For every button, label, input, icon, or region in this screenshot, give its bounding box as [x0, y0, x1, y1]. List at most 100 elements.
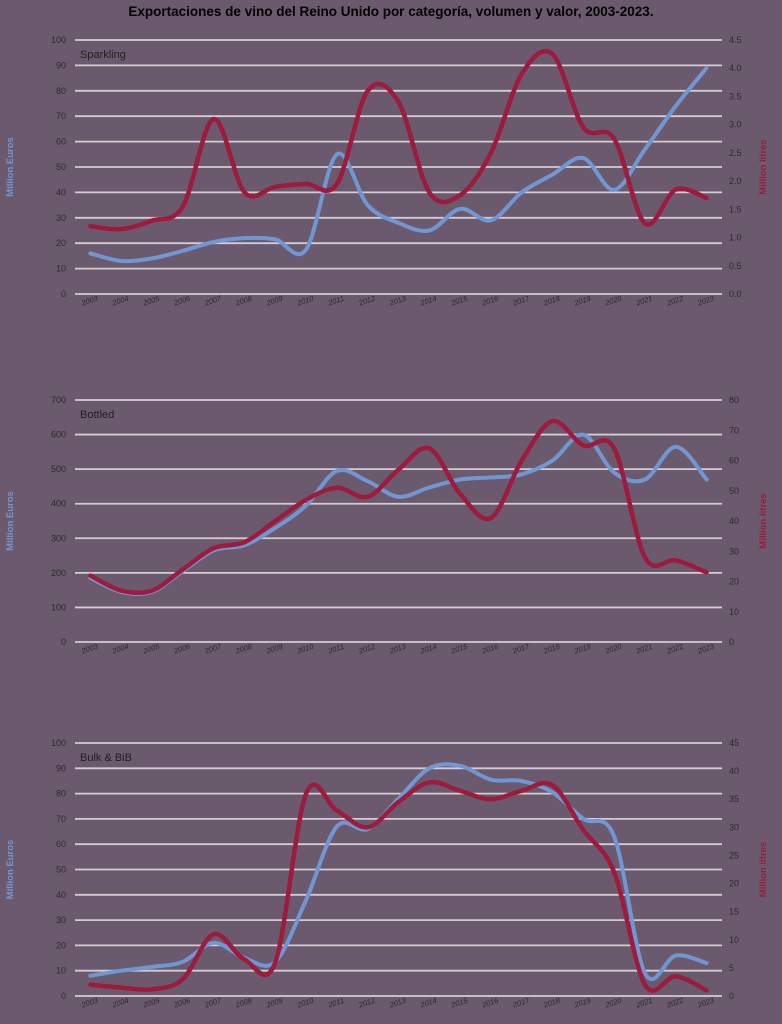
right-axis-tick: 60: [729, 456, 739, 466]
x-axis-year-label: 2012: [357, 294, 377, 308]
left-axis-title: Million Euros: [5, 840, 16, 900]
x-axis-year-label: 2007: [203, 294, 223, 308]
left-axis-tick: 30: [56, 213, 66, 223]
x-axis-year-label: 2012: [357, 642, 377, 656]
series-line-value-million-euros: [88, 65, 709, 264]
x-axis-year-label: 2009: [264, 642, 284, 656]
left-axis-tick: 80: [56, 789, 66, 799]
left-axis-tick: 200: [51, 568, 66, 578]
left-axis-tick: 600: [51, 430, 66, 440]
x-axis-year-label: 2015: [449, 294, 469, 308]
x-axis-year-label: 2009: [264, 996, 284, 1010]
series-line-volume-million-litres: [88, 418, 709, 596]
right-axis-tick: 4.0: [729, 63, 742, 73]
x-axis-year-label: 2017: [511, 642, 531, 656]
x-axis-year-label: 2013: [387, 294, 407, 308]
left-axis-tick: 100: [51, 738, 66, 748]
x-axis-year-label: 2019: [572, 642, 592, 656]
left-axis-tick: 50: [56, 162, 66, 172]
x-axis-year-label: 2003: [79, 642, 99, 656]
x-axis-year-label: 2016: [480, 996, 500, 1010]
left-axis-tick: 10: [56, 264, 66, 274]
x-axis-year-label: 2022: [665, 996, 685, 1010]
right-axis-tick: 70: [729, 425, 739, 435]
left-axis-title: Million Euros: [5, 491, 16, 551]
series-line-value-million-euros: [88, 762, 709, 982]
right-axis-tick: 0: [729, 637, 734, 647]
left-axis-tick: 400: [51, 499, 66, 509]
left-axis-tick: 100: [51, 35, 66, 45]
left-axis-tick: 80: [56, 86, 66, 96]
left-axis-tick: 300: [51, 533, 66, 543]
x-axis-year-label: 2011: [326, 642, 345, 656]
left-axis-tick: 10: [56, 966, 66, 976]
x-axis-year-label: 2006: [172, 996, 192, 1010]
left-axis-tick: 30: [56, 915, 66, 925]
x-axis-year-label: 2013: [387, 642, 407, 656]
x-axis-year-label: 2019: [572, 996, 592, 1010]
x-axis-year-label: 2009: [264, 294, 284, 308]
x-axis-year-label: 2021: [634, 642, 654, 656]
right-axis-tick: 50: [729, 486, 739, 496]
x-axis-year-label: 2007: [203, 996, 223, 1010]
right-axis-tick: 2.5: [729, 148, 742, 158]
x-axis-year-label: 2022: [665, 294, 685, 308]
left-axis-tick: 700: [51, 395, 66, 405]
right-axis-tick: 4.5: [729, 35, 742, 45]
left-axis-tick: 500: [51, 464, 66, 474]
left-axis-tick: 40: [56, 187, 66, 197]
left-axis-tick: 70: [56, 814, 66, 824]
x-axis-year-label: 2018: [541, 996, 561, 1010]
x-axis-year-label: 2006: [172, 642, 192, 656]
chart-inner-title: Bulk & BiB: [80, 752, 132, 764]
x-axis-year-label: 2003: [79, 996, 99, 1010]
series-line-volume-million-litres: [88, 48, 709, 232]
left-axis-tick: 60: [56, 839, 66, 849]
x-axis-year-label: 2004: [110, 294, 130, 308]
x-axis-year-label: 2015: [449, 996, 469, 1010]
x-axis-year-label: 2005: [141, 996, 161, 1010]
x-axis-year-label: 2005: [141, 642, 161, 656]
x-axis-year-label: 2005: [141, 294, 161, 308]
right-axis-tick: 20: [729, 577, 739, 587]
chart-inner-title: Bottled: [80, 409, 114, 421]
x-axis-year-label: 2021: [634, 294, 654, 308]
right-axis-tick: 3.5: [729, 91, 742, 101]
x-axis-year-label: 2007: [203, 642, 223, 656]
x-axis-year-label: 2014: [418, 996, 438, 1010]
right-axis-tick: 40: [729, 516, 739, 526]
right-axis-tick: 80: [729, 395, 739, 405]
right-axis-tick: 0: [729, 991, 734, 1001]
x-axis-year-label: 2008: [233, 642, 253, 656]
x-axis-year-label: 2021: [634, 996, 654, 1010]
right-axis-tick: 5: [729, 963, 734, 973]
x-axis-year-label: 2014: [418, 294, 438, 308]
x-axis-year-label: 2018: [541, 294, 561, 308]
left-axis-tick: 0: [61, 991, 66, 1001]
x-axis-year-label: 2023: [696, 996, 716, 1010]
left-axis-tick: 50: [56, 865, 66, 875]
left-axis-tick: 100: [51, 602, 66, 612]
x-axis-year-label: 2019: [572, 294, 592, 308]
x-axis-year-label: 2017: [511, 294, 531, 308]
right-axis-title: Million litres: [758, 493, 769, 548]
left-axis-tick: 90: [56, 763, 66, 773]
right-axis-tick: 20: [729, 879, 739, 889]
left-axis-tick: 20: [56, 238, 66, 248]
x-axis-year-label: 2017: [511, 996, 531, 1010]
x-axis-year-label: 2010: [295, 294, 315, 308]
x-axis-year-label: 2015: [449, 642, 469, 656]
right-axis-tick: 10: [729, 935, 739, 945]
left-axis-title: Million Euros: [5, 137, 16, 197]
x-axis-year-label: 2004: [110, 642, 130, 656]
x-axis-year-label: 2016: [480, 294, 500, 308]
chart-bulk-bib: 1009080706050403020100454035302520151050…: [5, 738, 769, 1010]
x-axis-year-label: 2003: [79, 294, 99, 308]
right-axis-tick: 30: [729, 822, 739, 832]
left-axis-tick: 60: [56, 137, 66, 147]
right-axis-title: Million litres: [758, 139, 769, 194]
left-axis-tick: 0: [61, 289, 66, 299]
x-axis-year-label: 2022: [665, 642, 685, 656]
x-axis-year-label: 2020: [603, 294, 623, 308]
